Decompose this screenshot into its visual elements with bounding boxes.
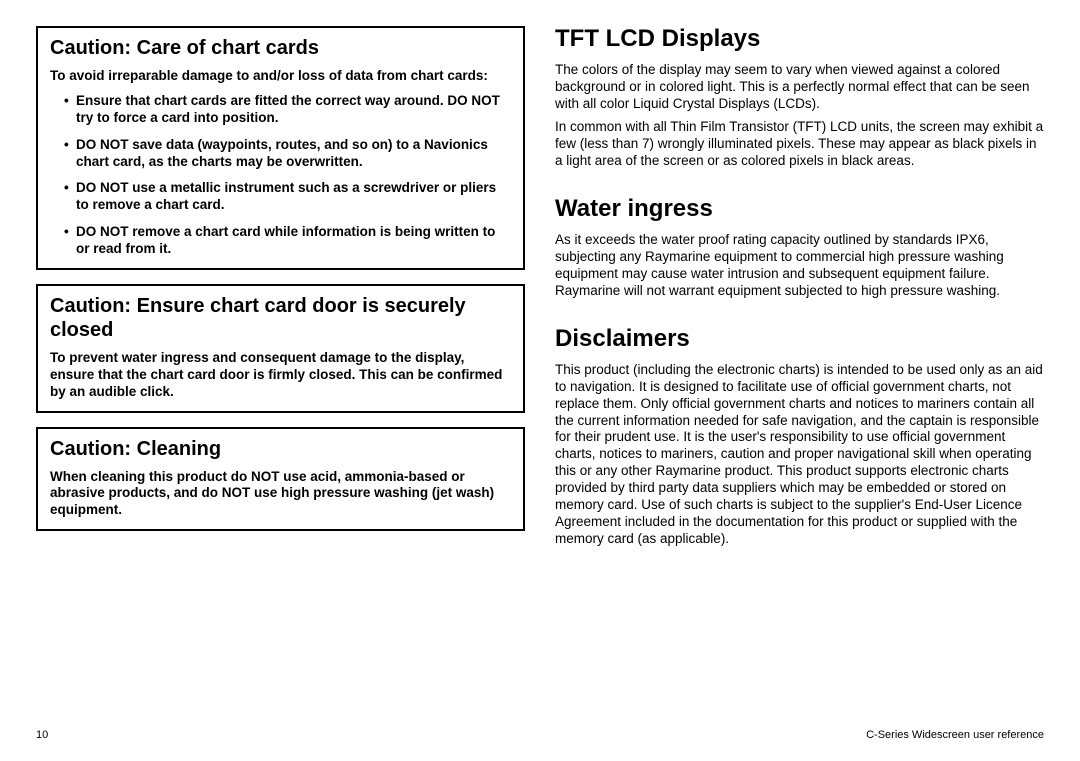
list-item: DO NOT remove a chart card while informa… <box>64 224 511 258</box>
list-item: DO NOT use a metallic instrument such as… <box>64 180 511 214</box>
right-column: TFT LCD Displays The colors of the displ… <box>555 26 1044 548</box>
caution-title: Caution: Care of chart cards <box>50 36 511 60</box>
caution-title: Caution: Cleaning <box>50 437 511 461</box>
page-footer: 10 C-Series Widescreen user reference <box>36 729 1044 741</box>
caution-list: Ensure that chart cards are fitted the c… <box>50 93 511 258</box>
left-column: Caution: Care of chart cards To avoid ir… <box>36 26 525 548</box>
page-number: 10 <box>36 729 48 741</box>
section-title-water: Water ingress <box>555 196 1044 222</box>
section-title-tft: TFT LCD Displays <box>555 26 1044 52</box>
caution-title: Caution: Ensure chart card door is secur… <box>50 294 511 342</box>
caution-door: Caution: Ensure chart card door is secur… <box>36 284 525 413</box>
caution-text: When cleaning this product do NOT use ac… <box>50 469 511 520</box>
caution-intro: To avoid irreparable damage to and/or lo… <box>50 68 511 85</box>
caution-cleaning: Caution: Cleaning When cleaning this pro… <box>36 427 525 532</box>
caution-chart-cards: Caution: Care of chart cards To avoid ir… <box>36 26 525 270</box>
body-text: This product (including the electronic c… <box>555 362 1044 548</box>
body-text: In common with all Thin Film Transistor … <box>555 119 1044 170</box>
list-item: Ensure that chart cards are fitted the c… <box>64 93 511 127</box>
caution-text: To prevent water ingress and consequent … <box>50 350 511 401</box>
section-title-disclaimers: Disclaimers <box>555 326 1044 352</box>
body-text: As it exceeds the water proof rating cap… <box>555 232 1044 300</box>
body-text: The colors of the display may seem to va… <box>555 62 1044 113</box>
list-item: DO NOT save data (waypoints, routes, and… <box>64 137 511 171</box>
footer-reference: C-Series Widescreen user reference <box>866 729 1044 741</box>
page-content: Caution: Care of chart cards To avoid ir… <box>36 26 1044 548</box>
